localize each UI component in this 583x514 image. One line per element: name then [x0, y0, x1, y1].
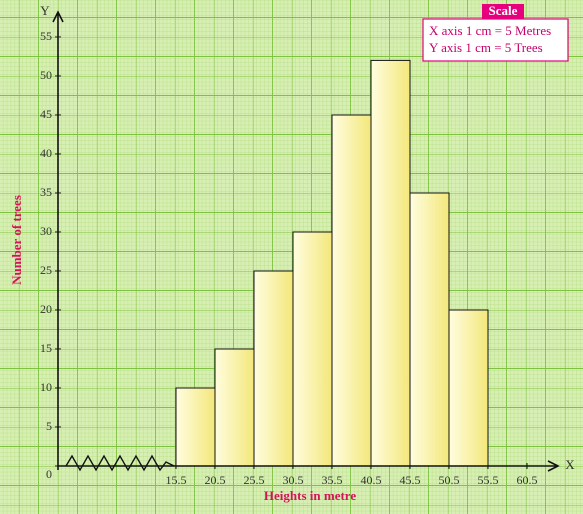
x-tick-label: 20.5 [205, 473, 226, 487]
scale-header [482, 4, 524, 19]
bar [292, 231, 333, 467]
bar [214, 348, 255, 467]
y-tick-label: 50 [40, 68, 52, 82]
x-tick-label: 45.5 [400, 473, 421, 487]
bar [370, 59, 411, 467]
x-tick-label: 30.5 [283, 473, 304, 487]
y-axis [52, 10, 64, 470]
scale-box: Scale X axis 1 cm = 5 Metres Y axis 1 cm… [422, 3, 569, 62]
scale-title: Scale [489, 3, 518, 18]
x-tick-label: 40.5 [361, 473, 382, 487]
scale-line: Y axis 1 cm = 5 Trees [429, 40, 543, 55]
y-tick-label: 45 [40, 107, 52, 121]
x-tick-label: 35.5 [322, 473, 343, 487]
y-tick-label: 30 [40, 224, 52, 238]
y-tick-label: 20 [40, 302, 52, 316]
bar [448, 309, 489, 467]
scale-frame [422, 18, 569, 62]
bar [253, 270, 294, 467]
x-tick-label: 50.5 [439, 473, 460, 487]
y-tick-label: 0 [46, 467, 52, 481]
y-tick-label: 40 [40, 146, 52, 160]
scale-line: X axis 1 cm = 5 Metres [429, 23, 551, 38]
y-tick-label: 5 [46, 419, 52, 433]
y-tick-label: 10 [40, 380, 52, 394]
x-tick-label: 60.5 [517, 473, 538, 487]
x-axis-name: X [565, 457, 575, 472]
y-axis-title: Number of trees [9, 195, 24, 285]
x-tick-label: 55.5 [478, 473, 499, 487]
y-axis-name: Y [40, 3, 50, 18]
y-tick-label: 15 [40, 341, 52, 355]
bar [175, 387, 216, 467]
bar [409, 192, 450, 467]
x-axis-title: Heights in metre [264, 488, 356, 503]
plot [175, 59, 489, 467]
x-tick-label: 25.5 [244, 473, 265, 487]
bar [331, 114, 372, 467]
y-tick-label: 55 [40, 29, 52, 43]
x-tick-label: 15.5 [166, 473, 187, 487]
y-tick-label: 35 [40, 185, 52, 199]
axis-break [65, 454, 175, 472]
y-tick-label: 25 [40, 263, 52, 277]
